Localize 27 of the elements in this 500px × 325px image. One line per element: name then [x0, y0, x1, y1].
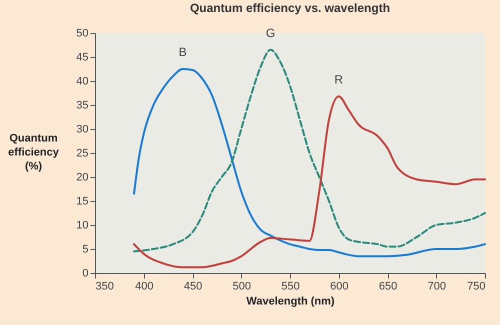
series-label: R — [334, 72, 344, 86]
y-axis-title: Quantum efficiency (%) — [8, 132, 60, 172]
y-tick-label: 30 — [76, 124, 88, 136]
y-tick-label: 35 — [76, 100, 88, 112]
y-tick-label: 25 — [76, 148, 88, 160]
x-tick-label: 600 — [330, 280, 348, 292]
line-series — [133, 95, 486, 268]
x-axis-title: Wavelength (nm) — [246, 296, 335, 308]
x-tick-label: 450 — [184, 280, 202, 292]
y-tick-label: 0 — [82, 268, 88, 280]
y-tick-label: 5 — [82, 244, 88, 256]
x-tick-label: 500 — [232, 280, 251, 292]
y-tick-label: 20 — [76, 172, 88, 184]
x-tick-label: 350 — [96, 280, 114, 292]
x-tick-label: 550 — [281, 280, 300, 292]
y-tick-label: 15 — [76, 196, 88, 208]
series-label: B — [178, 45, 187, 59]
x-tick-label: 650 — [378, 280, 398, 292]
x-tick-label: 700 — [428, 280, 446, 292]
chart-title: Quantum efficiency vs. wavelength — [190, 0, 390, 15]
y-tick-label: 45 — [76, 52, 88, 64]
x-tick-label: 750 — [467, 280, 486, 292]
series-label: G — [266, 26, 276, 40]
y-tick-label: 10 — [76, 220, 88, 232]
y-tick-label: 40 — [76, 76, 88, 88]
y-tick-label: 50 — [76, 28, 88, 40]
x-tick-label: 400 — [135, 280, 154, 292]
